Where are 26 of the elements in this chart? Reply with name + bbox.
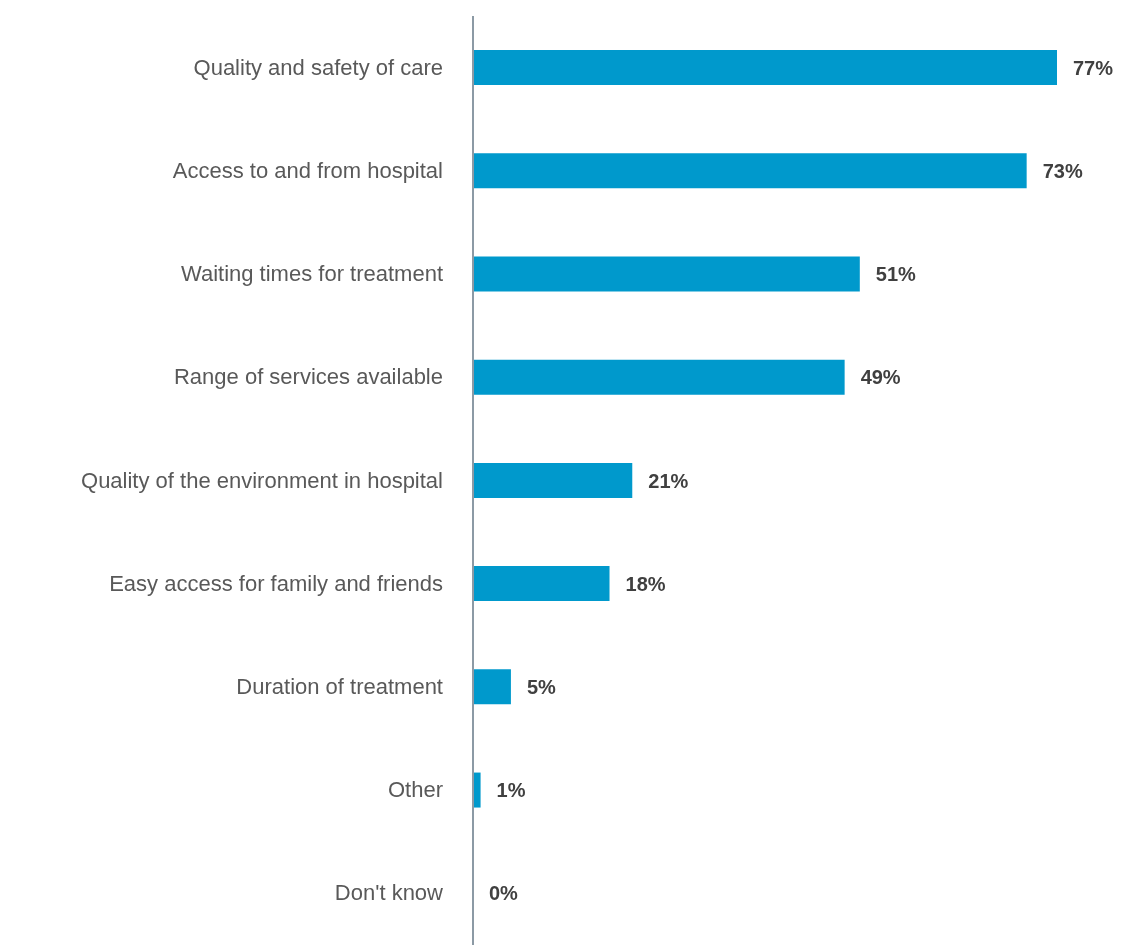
y-tick-label: Waiting times for treatment [180,261,443,287]
y-tick-label: Quality of the environment in hospital [81,467,443,493]
data-label: 5% [526,675,557,698]
y-tick-label: Range of services available [173,364,443,390]
bar [473,359,845,395]
y-tick-label: Duration of treatment [236,673,443,699]
bar [473,462,633,498]
y-tick-label: Easy access for family and friends [109,570,443,596]
y-tick-label: Quality and safety of care [193,54,443,80]
data-label: 51% [875,263,917,286]
data-label: 1% [496,779,526,802]
y-tick-label: Other [387,777,443,803]
bar [473,772,481,808]
y-tick-label: Don't know [334,880,444,906]
bar [473,153,1027,189]
bar [473,50,1057,85]
bar [473,669,511,705]
data-label: 77% [1073,56,1114,79]
bar [473,256,860,292]
data-label: 21% [648,469,689,492]
bar [473,566,610,602]
data-label: 49% [860,366,901,389]
data-label: 0% [489,882,519,905]
y-tick-label: Access to and from hospital [172,157,443,183]
data-label: 73% [1042,159,1083,182]
data-label: 18% [625,572,666,595]
